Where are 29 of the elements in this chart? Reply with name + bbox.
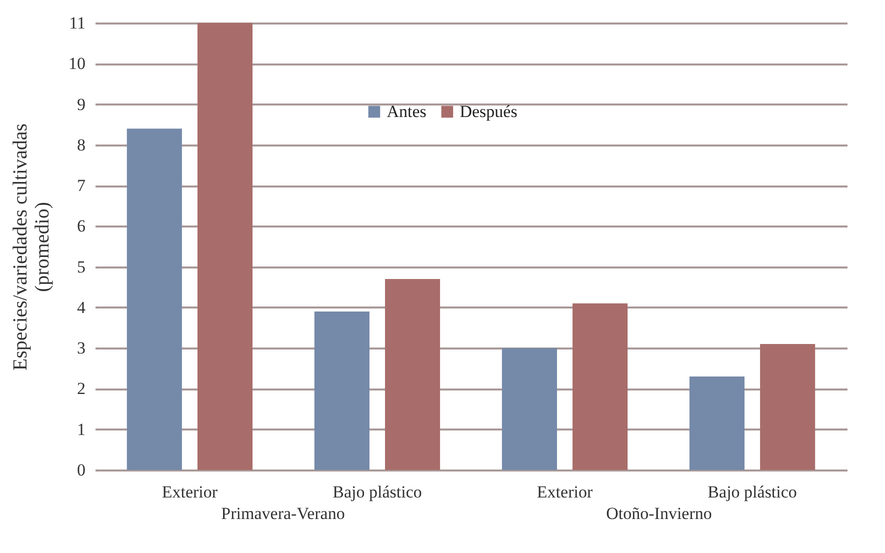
y-tick-label: 2	[77, 379, 86, 398]
y-tick-label: 3	[77, 338, 86, 358]
legend-label: Después	[460, 102, 518, 121]
y-tick-label: 11	[69, 14, 86, 32]
text: Primavera-Verano	[221, 504, 345, 523]
x-tick-label: Bajo plástico	[708, 482, 797, 502]
x-tick-label: Exterior	[536, 482, 593, 502]
bar	[385, 279, 440, 470]
y-tick-label: 0	[77, 460, 86, 480]
bar	[197, 23, 253, 470]
bar	[572, 303, 628, 470]
y-tick-label: 9	[77, 94, 86, 114]
y-tick-label: 5	[77, 257, 86, 276]
bar	[689, 376, 745, 470]
y-tick-label: 1	[77, 420, 86, 439]
bar	[126, 128, 182, 470]
bar	[760, 344, 816, 470]
x-tick-label: Bajo plástico	[332, 482, 422, 502]
bar	[502, 348, 557, 470]
y-tick-label: 7	[77, 176, 86, 196]
y-tick-label: 6	[77, 216, 86, 236]
x-tick-label: Exterior	[162, 482, 218, 502]
text: Otoño-Invierno	[606, 504, 712, 523]
y-tick-label: 10	[68, 54, 86, 74]
legend-label: Antes	[386, 102, 426, 121]
y-axis-title: Especies/variedades cultivadas (promedio)	[10, 123, 54, 371]
bar	[314, 312, 370, 470]
y-tick-label: 4	[77, 298, 86, 317]
y-tick-label: 8	[77, 135, 86, 154]
